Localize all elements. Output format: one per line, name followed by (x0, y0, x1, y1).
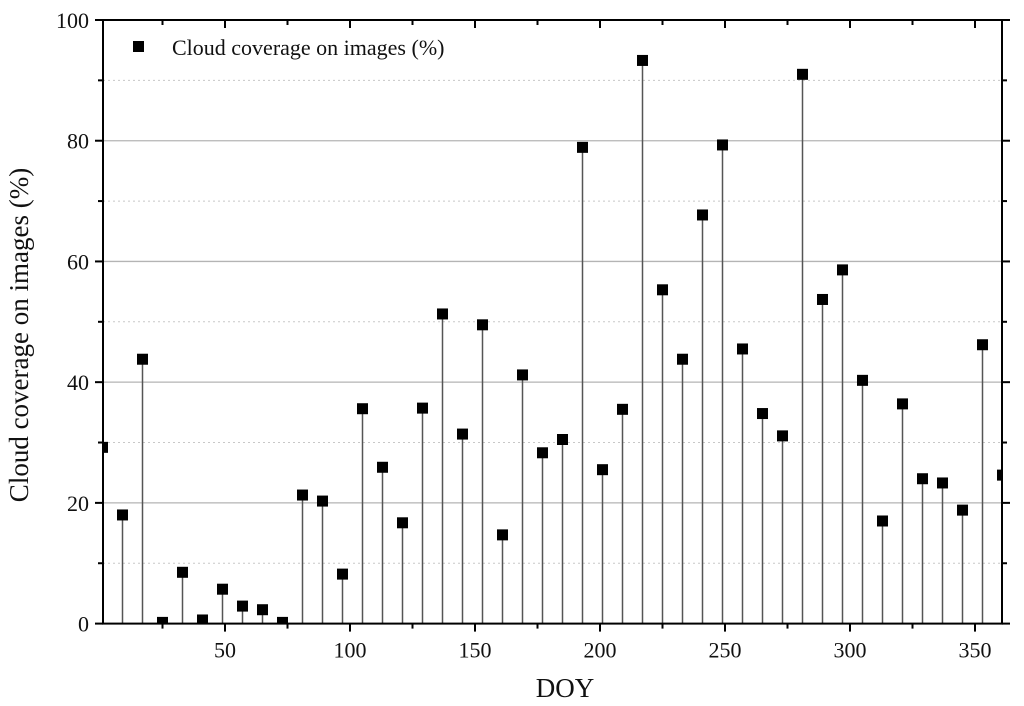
data-point-square (937, 477, 948, 489)
data-point-square (217, 583, 228, 595)
y-tick-label: 80 (67, 129, 89, 154)
axes-frame (102, 19, 1003, 625)
axis-ticks (95, 19, 1010, 632)
data-point-square (517, 369, 528, 381)
legend-marker-square-icon (133, 41, 144, 52)
data-markers (103, 54, 1002, 624)
data-point-square (317, 495, 328, 507)
data-point-square (997, 469, 1002, 481)
y-tick-label: 40 (67, 370, 89, 395)
data-point-square (977, 339, 988, 351)
data-point-square (197, 614, 208, 624)
data-point-square (897, 398, 908, 410)
data-point-square (417, 402, 428, 414)
legend: Cloud coverage on images (%) (133, 35, 444, 60)
data-point-square (957, 504, 968, 516)
data-point-square (857, 374, 868, 386)
data-point-square (297, 489, 308, 501)
data-point-square (577, 141, 588, 153)
y-axis-title: Cloud coverage on images (%) (4, 168, 34, 502)
data-point-square (557, 434, 568, 446)
y-tick-label: 60 (67, 249, 89, 274)
data-point-square (177, 566, 188, 578)
x-tick-label: 150 (459, 638, 492, 663)
data-point-square (137, 353, 148, 365)
data-point-square (237, 600, 248, 612)
x-tick-label: 200 (584, 638, 617, 663)
y-tick-label: 0 (78, 612, 89, 637)
data-point-square (757, 408, 768, 420)
x-tick-label: 350 (959, 638, 992, 663)
data-point-square (637, 54, 648, 66)
y-tick-label: 100 (56, 8, 89, 33)
data-point-square (397, 517, 408, 529)
legend-label: Cloud coverage on images (%) (172, 35, 444, 60)
data-point-square (717, 139, 728, 151)
x-tick-label: 100 (334, 638, 367, 663)
grid-lines (103, 79, 1002, 564)
data-point-square (337, 568, 348, 580)
data-point-square (797, 68, 808, 80)
data-point-square (497, 529, 508, 541)
data-point-square (277, 616, 288, 624)
data-point-square (477, 319, 488, 331)
data-point-square (437, 308, 448, 320)
data-point-square (257, 604, 268, 616)
x-tick-label: 300 (834, 638, 867, 663)
data-point-square (837, 264, 848, 276)
data-point-square (103, 441, 108, 453)
data-point-square (817, 293, 828, 305)
plot-frame (102, 19, 1003, 625)
data-point-square (617, 403, 628, 415)
tick-labels: 50 100 150 200 250 300 350 0 20 40 60 80 100 (56, 8, 992, 663)
data-point-square (597, 464, 608, 476)
stem-lines (103, 60, 1002, 624)
data-point-square (457, 428, 468, 440)
data-point-square (917, 473, 928, 485)
y-tick-label: 20 (67, 491, 89, 516)
data-point-square (157, 616, 168, 624)
data-point-square (877, 515, 888, 527)
data-point-square (537, 447, 548, 459)
x-axis-title: DOY (536, 673, 595, 703)
data-point-square (657, 284, 668, 296)
data-point-square (377, 461, 388, 473)
data-point-square (777, 430, 788, 442)
x-tick-label: 250 (709, 638, 742, 663)
data-point-square (357, 403, 368, 415)
data-point-square (737, 343, 748, 355)
data-point-square (697, 209, 708, 221)
x-tick-label: 50 (214, 638, 236, 663)
data-point-square (677, 353, 688, 365)
data-point-square (117, 509, 128, 521)
